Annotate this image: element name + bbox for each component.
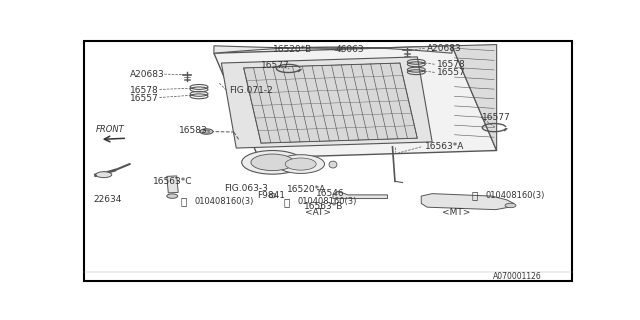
Polygon shape (244, 63, 417, 143)
Text: 16577: 16577 (482, 113, 511, 122)
Text: FIG.071-2: FIG.071-2 (229, 86, 273, 95)
Text: Ⓑ: Ⓑ (472, 190, 478, 200)
Ellipse shape (505, 203, 516, 208)
Text: 16557: 16557 (129, 94, 158, 103)
Text: 16557: 16557 (437, 68, 466, 77)
Text: FIG.063-3: FIG.063-3 (224, 184, 268, 193)
Ellipse shape (242, 150, 303, 174)
Text: 16563*B: 16563*B (304, 202, 344, 211)
Text: 46063: 46063 (336, 45, 365, 54)
Polygon shape (452, 44, 497, 150)
Ellipse shape (329, 161, 337, 168)
Text: A20683: A20683 (129, 70, 164, 79)
Polygon shape (167, 176, 178, 193)
Ellipse shape (277, 155, 324, 173)
Ellipse shape (285, 158, 316, 170)
Text: <MT>: <MT> (442, 208, 470, 217)
Text: 010408160(3): 010408160(3) (297, 197, 356, 206)
Text: 16578: 16578 (437, 60, 466, 69)
Polygon shape (333, 191, 388, 198)
FancyBboxPatch shape (84, 41, 572, 281)
Ellipse shape (200, 129, 213, 134)
Text: 22634: 22634 (93, 195, 122, 204)
Text: 010408160(3): 010408160(3) (486, 191, 545, 200)
Text: A070001126: A070001126 (493, 272, 541, 281)
Text: F9841: F9841 (257, 191, 285, 200)
Ellipse shape (251, 154, 294, 171)
Text: 16577: 16577 (261, 61, 290, 70)
Text: 16563*A: 16563*A (425, 142, 464, 151)
Text: 16546: 16546 (316, 189, 345, 198)
Text: Ⓑ: Ⓑ (180, 196, 186, 206)
Text: Ⓑ: Ⓑ (284, 197, 290, 207)
Text: 16563*C: 16563*C (154, 177, 193, 186)
Polygon shape (421, 194, 514, 210)
Text: 16583: 16583 (179, 125, 208, 135)
Text: 16578: 16578 (129, 86, 158, 95)
Ellipse shape (167, 194, 178, 198)
Text: 16520*A: 16520*A (287, 185, 326, 194)
Text: 16520*B: 16520*B (273, 45, 313, 54)
Text: <AT>: <AT> (305, 208, 331, 217)
Text: A20683: A20683 (428, 44, 462, 53)
Polygon shape (214, 46, 497, 158)
Ellipse shape (269, 193, 276, 198)
Polygon shape (221, 57, 432, 148)
Ellipse shape (96, 172, 112, 178)
Text: FRONT: FRONT (95, 125, 124, 134)
Polygon shape (214, 46, 452, 53)
Text: 010408160(3): 010408160(3) (194, 197, 253, 206)
